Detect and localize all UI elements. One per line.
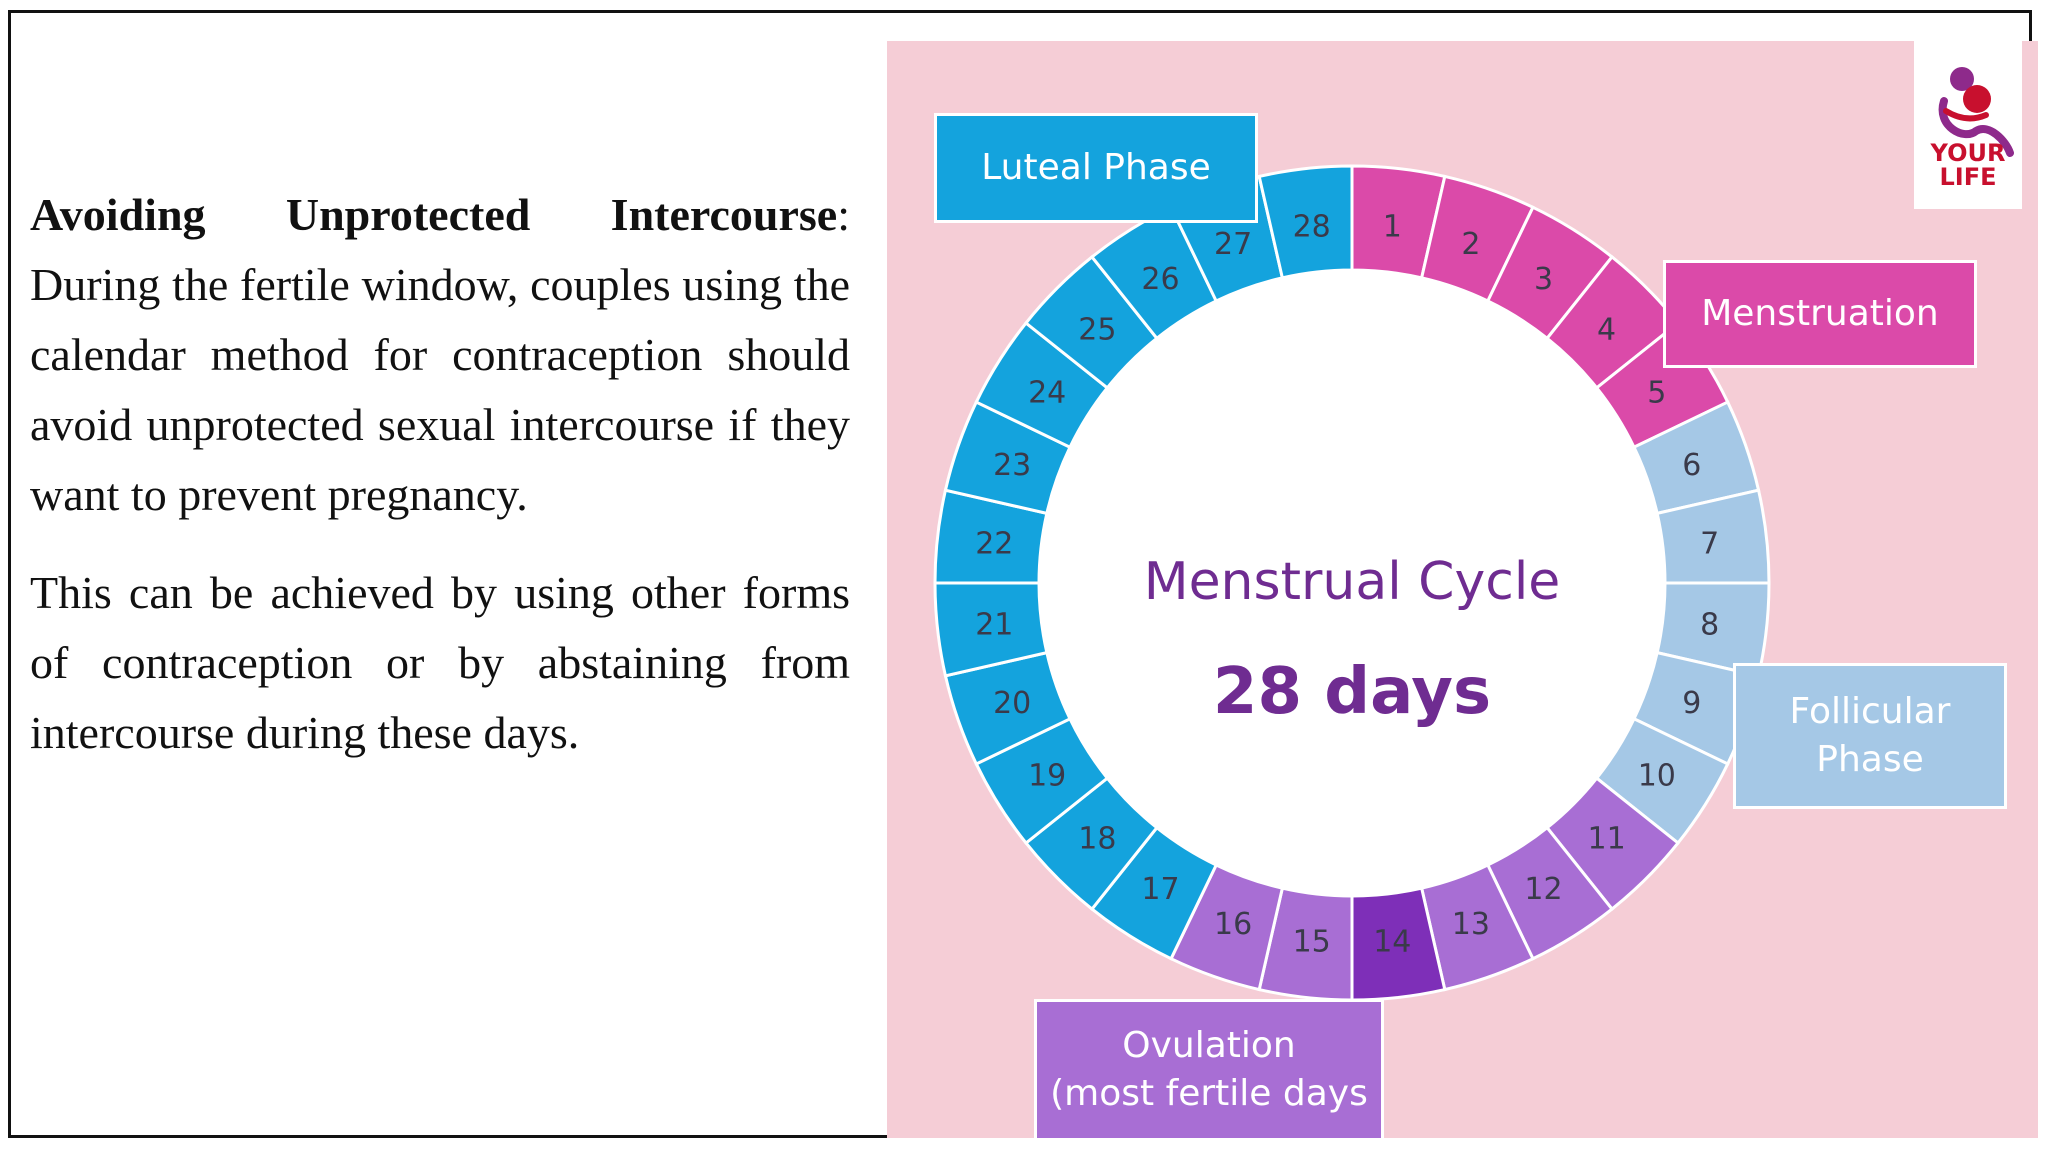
logo-text-line1: YOUR <box>1930 139 2006 167</box>
day-number-10: 10 <box>1638 759 1676 794</box>
heading-colon: : <box>837 189 850 240</box>
luteal-phase-label: Luteal Phase <box>934 113 1258 223</box>
heading-text: Avoiding Unprotected Intercourse <box>30 189 838 240</box>
day-number-9: 9 <box>1682 686 1701 721</box>
day-number-23: 23 <box>993 448 1031 483</box>
day-number-21: 21 <box>975 607 1013 642</box>
logo-mark-icon: YOUR LIFE <box>1930 67 2014 191</box>
day-number-28: 28 <box>1293 209 1331 244</box>
menstruation-label: Menstruation <box>1663 260 1977 368</box>
paragraph-2: This can be achieved by using other form… <box>30 567 850 758</box>
day-number-5: 5 <box>1647 376 1666 411</box>
cycle-title: Menstrual Cycle <box>1144 552 1561 612</box>
day-number-27: 27 <box>1214 227 1252 262</box>
day-number-18: 18 <box>1078 822 1116 857</box>
cycle-duration: 28 days <box>1213 655 1491 729</box>
ovulation-text-1: Ovulation <box>1122 1025 1296 1066</box>
day-number-14: 14 <box>1373 925 1411 960</box>
paragraph-1-text: During the fertile window, couples using… <box>30 259 850 520</box>
day-number-11: 11 <box>1588 822 1626 857</box>
cycle-wheel: 1234567891011121314151617181920212223242… <box>933 164 1771 1002</box>
day-number-2: 2 <box>1461 227 1480 262</box>
text-panel: Avoiding Unprotected Intercourse: During… <box>30 180 850 796</box>
day-segments: 1234567891011121314151617181920212223242… <box>933 164 1771 1002</box>
day-number-4: 4 <box>1597 312 1616 347</box>
day-number-6: 6 <box>1682 448 1701 483</box>
day-number-8: 8 <box>1700 607 1719 642</box>
day-number-17: 17 <box>1141 872 1179 907</box>
day-number-7: 7 <box>1700 527 1719 562</box>
wheel-center <box>1039 270 1665 896</box>
day-number-13: 13 <box>1452 907 1490 942</box>
follicular-phase-label: Follicular Phase <box>1733 663 2007 809</box>
day-number-16: 16 <box>1214 907 1252 942</box>
day-number-12: 12 <box>1524 872 1562 907</box>
paragraph-1: Avoiding Unprotected Intercourse: During… <box>30 180 850 530</box>
day-number-26: 26 <box>1141 262 1179 297</box>
day-number-15: 15 <box>1293 925 1331 960</box>
ovulation-text-2: (most fertile days <box>1050 1073 1368 1114</box>
logo-text-line2: LIFE <box>1939 163 1996 191</box>
ovulation-label: Ovulation (most fertile days <box>1034 999 1384 1138</box>
follicular-text-2: Phase <box>1816 739 1924 780</box>
menstrual-cycle-graphic: 1 2 3 4 5 6 7 8 9 10 11 12 13 14 15 16 17 18 19 20 21 22 23 24 2… <box>887 41 2038 1138</box>
day-number-22: 22 <box>975 527 1013 562</box>
luteal-phase-text: Luteal Phase <box>981 147 1211 188</box>
day-number-19: 19 <box>1028 759 1066 794</box>
day-number-24: 24 <box>1028 376 1066 411</box>
your-life-logo: YOUR LIFE <box>1914 41 2022 209</box>
day-number-1: 1 <box>1383 209 1402 244</box>
day-number-3: 3 <box>1534 262 1553 297</box>
day-number-20: 20 <box>993 686 1031 721</box>
menstruation-text: Menstruation <box>1701 293 1939 334</box>
follicular-text-1: Follicular <box>1789 691 1951 732</box>
day-number-25: 25 <box>1078 312 1116 347</box>
